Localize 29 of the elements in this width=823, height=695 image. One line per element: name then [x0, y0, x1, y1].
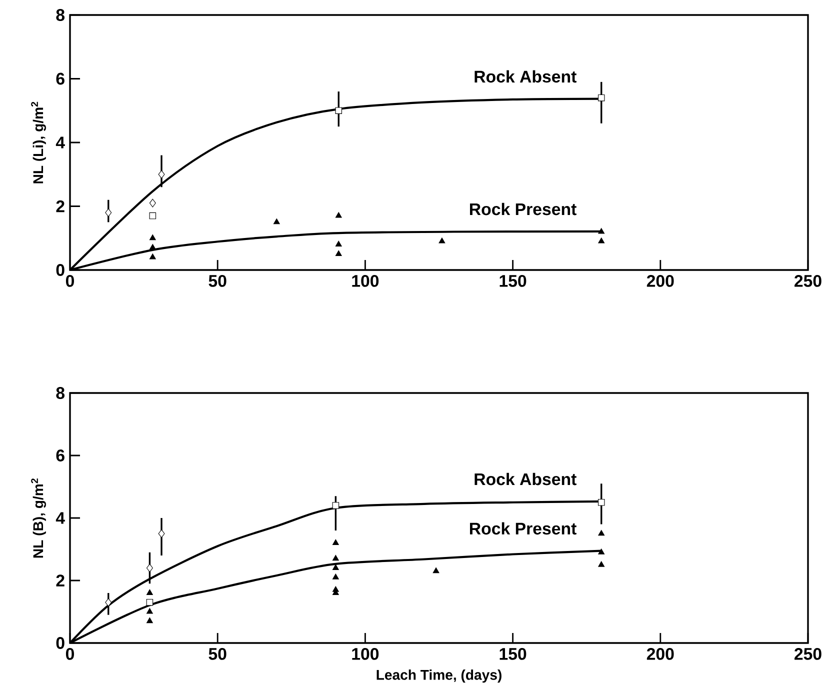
x-tick-label: 200	[646, 274, 674, 287]
x-tick-label: 250	[794, 648, 822, 660]
x-tick-label: 50	[208, 648, 226, 660]
series-label: Rock Absent	[474, 70, 576, 83]
x-tick-label: 100	[352, 648, 379, 660]
x-tick-label: 50	[208, 274, 226, 287]
y-tick-label: 2	[56, 200, 64, 212]
y-tick-label: 0	[56, 637, 64, 649]
y-tick-label: 6	[56, 72, 64, 85]
y-axis-title: NL (B), g/m$^{2}$	[31, 478, 46, 558]
y-tick-label: 8	[56, 9, 65, 21]
y-tick-label: 0	[56, 264, 64, 276]
y-tick-label: 2	[56, 574, 64, 586]
x-tick-label: 0	[66, 648, 74, 660]
y-tick-label: 4	[56, 136, 65, 148]
series-label: Rock Absent	[474, 472, 576, 486]
y-tick-label: 4	[56, 512, 65, 524]
y-axis-title: NL (Li), g/m$^{2}$	[31, 102, 46, 184]
y-tick-label: 6	[56, 450, 64, 462]
x-tick-label: 250	[794, 274, 822, 287]
x-tick-label: 200	[646, 648, 674, 660]
x-tick-label: 100	[352, 274, 379, 287]
x-tick-label: 0	[66, 274, 74, 287]
x-tick-label: 150	[500, 274, 526, 287]
y-tick-label: 8	[56, 387, 65, 399]
series-label: Rock Present	[470, 202, 576, 216]
x-axis-title: Leach Time, (days)	[376, 670, 502, 683]
series-label: Rock Present	[470, 522, 576, 535]
x-tick-label: 150	[500, 648, 526, 660]
